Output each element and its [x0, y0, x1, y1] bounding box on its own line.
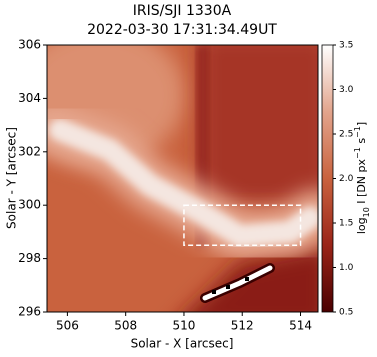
colorbar-label-part: ] [355, 122, 368, 126]
colorbar-label-part: 10 [362, 207, 371, 217]
colorbar-label-part: −1 [353, 147, 362, 159]
y-tick-label: 296 [18, 305, 41, 319]
colorbar-tick-label: 3.0 [339, 85, 354, 95]
plot-frame [46, 44, 319, 313]
x-tick-label: 512 [231, 319, 254, 333]
colorbar-label-part: s [355, 138, 368, 147]
colorbar-label: log10 I [DN px−1 s−1] [353, 122, 371, 234]
colorbar-tick-label: 2.0 [339, 174, 354, 184]
x-tick-label: 506 [56, 319, 79, 333]
y-tick-label: 300 [18, 198, 41, 212]
x-tick-label: 514 [289, 319, 312, 333]
y-tick-label: 306 [18, 38, 41, 52]
highlight-box [183, 204, 302, 246]
colorbar-tick-label: 2.5 [339, 130, 353, 140]
colorbar [321, 44, 334, 313]
colorbar-tick-label: 0.5 [339, 308, 353, 318]
chart-title: IRIS/SJI 1330A [133, 3, 232, 19]
colorbar-label-part: −1 [353, 126, 362, 138]
x-axis-label: Solar - X [arcsec] [131, 337, 234, 351]
colorbar-tick-label: 1.5 [339, 219, 353, 229]
y-tick-label: 302 [18, 144, 41, 158]
y-tick-label: 304 [18, 91, 41, 105]
colorbar-tick-label: 3.5 [339, 41, 353, 51]
solar-image [47, 45, 318, 312]
y-tick-label: 298 [18, 251, 41, 265]
x-tick-label: 508 [114, 319, 137, 333]
y-axis-label: Solar - Y [arcsec] [5, 127, 19, 229]
x-tick-label: 510 [173, 319, 196, 333]
colorbar-label-part: I [DN px [355, 158, 368, 207]
chart-subtitle: 2022-03-30 17:31:34.49UT [87, 22, 277, 38]
colorbar-tick-label: 1.0 [339, 263, 354, 273]
colorbar-label-part: log [355, 217, 368, 234]
